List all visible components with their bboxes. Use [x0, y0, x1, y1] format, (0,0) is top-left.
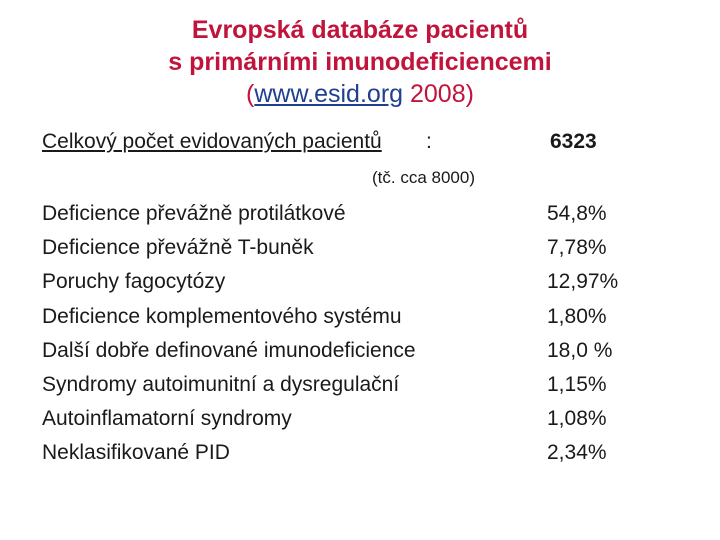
category-label: Další dobře definované imunodeficience: [42, 338, 416, 362]
category-percentage: 12,97%: [547, 270, 619, 294]
total-patients-row: Celkový počet evidovaných pacientů: 6323: [42, 130, 682, 162]
list-item: Autoinflamatorní syndromy 1,08%: [42, 403, 682, 437]
category-list: Deficience převážně protilátkové 54,8% D…: [42, 198, 682, 472]
title-line-2: s primárními imunodeficiencemi: [168, 48, 552, 76]
list-item: Deficience komplementového systému 1,80%: [42, 301, 682, 335]
slide-title: Evropská databáze pacientů s primárními …: [0, 14, 720, 110]
list-item: Neklasifikované PID 2,34%: [42, 437, 682, 471]
category-label: Syndromy autoimunitní a dysregulační: [42, 372, 400, 396]
total-patients-value: 6323: [550, 130, 597, 153]
list-item: Další dobře definované imunodeficience 1…: [42, 335, 682, 369]
category-percentage: 1,08%: [547, 407, 607, 431]
total-patients-label: Celkový počet evidovaných pacientů: [42, 130, 382, 154]
title-line-1: Evropská databáze pacientů: [191, 16, 529, 44]
category-label: Deficience komplementového systému: [42, 304, 402, 328]
title-paren-open: (: [246, 80, 255, 108]
total-patients-label-text: Celkový počet evidovaných pacientů: [42, 130, 382, 153]
category-percentage: 54,8%: [547, 202, 607, 225]
list-item: Poruchy fagocytózy 12,97%: [42, 266, 682, 300]
list-item: Syndromy autoimunitní a dysregulační 1,1…: [42, 369, 682, 403]
category-percentage: 2,34%: [547, 441, 607, 465]
total-patients-colon: :: [426, 130, 432, 153]
category-label: Neklasifikované PID: [42, 441, 230, 465]
current-count-note: (tč. cca 8000): [372, 168, 475, 187]
category-label: Autoinflamatorní syndromy: [42, 407, 292, 431]
category-percentage: 1,15%: [547, 372, 607, 396]
esid-link[interactable]: www.esid.org: [254, 80, 404, 108]
list-item: Deficience převážně protilátkové 54,8%: [42, 198, 682, 232]
category-label: Deficience převážně T-buněk: [42, 236, 314, 260]
category-percentage: 1,80%: [547, 304, 607, 328]
title-year: 2008): [403, 80, 474, 108]
category-label: Deficience převážně protilátkové: [42, 202, 346, 225]
category-percentage: 18,0 %: [547, 338, 613, 362]
title-line-3: (www.esid.org 2008): [0, 78, 720, 110]
list-item: Deficience převážně T-buněk 7,78%: [42, 232, 682, 266]
category-label: Poruchy fagocytózy: [42, 270, 226, 294]
category-percentage: 7,78%: [547, 236, 607, 260]
